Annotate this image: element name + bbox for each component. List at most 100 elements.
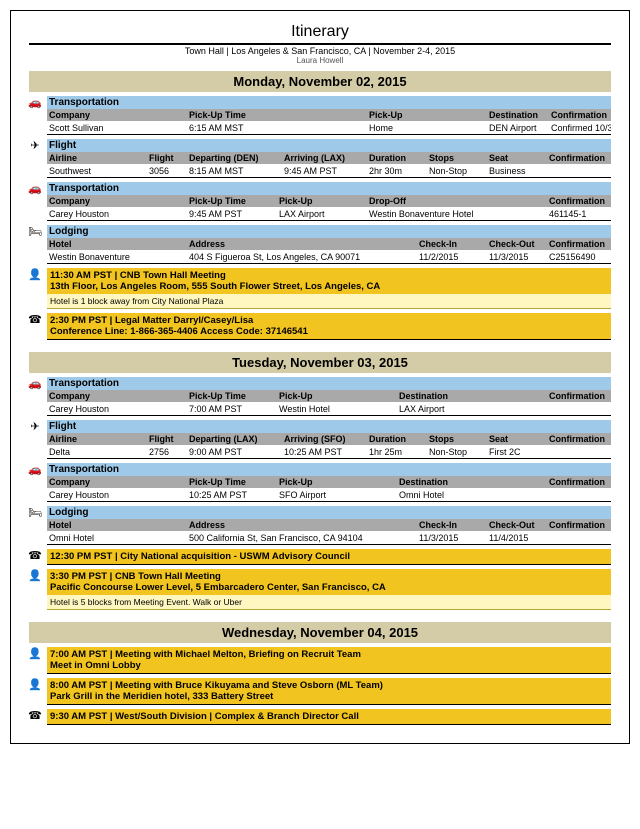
col-pickup-time: Pick-Up Time xyxy=(187,109,367,121)
phone-icon: ☎ xyxy=(27,549,43,563)
col: Destination xyxy=(397,476,547,488)
col: Confirmation xyxy=(547,195,611,207)
col: Duration xyxy=(367,152,427,164)
col: Confirmation xyxy=(547,433,611,445)
person-icon: 👤 xyxy=(27,569,43,583)
col-destination: Destination xyxy=(487,109,549,121)
car-icon: 🚗 xyxy=(27,182,43,196)
cell: 11/4/2015 xyxy=(487,532,547,544)
cell xyxy=(547,489,611,501)
col: Confirmation xyxy=(547,390,611,402)
col: Hotel xyxy=(47,238,187,250)
table-header: Airline Flight Departing (DEN) Arriving … xyxy=(47,152,611,164)
category-bar: Flight xyxy=(47,139,611,152)
bed-icon: 🛏 xyxy=(27,225,43,239)
category-bar: Transportation xyxy=(47,182,611,195)
cell: 10:25 AM PST xyxy=(282,446,367,458)
category-bar: Flight xyxy=(47,420,611,433)
cell: 404 S Figueroa St, Los Angeles, CA 90071 xyxy=(187,251,417,263)
event-gold: 11:30 AM PST | CNB Town Hall Meeting 13t… xyxy=(47,268,611,294)
title-rule xyxy=(29,43,611,45)
table-header: Company Pick-Up Time Pick-Up Drop-Off Co… xyxy=(47,195,611,207)
event-note: Hotel is 5 blocks from Meeting Event. Wa… xyxy=(47,595,611,610)
event-line1: 7:00 AM PST | Meeting with Michael Melto… xyxy=(50,649,608,660)
cell xyxy=(547,532,611,544)
person-icon: 👤 xyxy=(27,268,43,282)
car-icon: 🚗 xyxy=(27,377,43,391)
cell xyxy=(547,165,611,177)
col: Check-In xyxy=(417,519,487,531)
event-line1: 11:30 AM PST | CNB Town Hall Meeting xyxy=(50,270,608,281)
cell: 11/2/2015 xyxy=(417,251,487,263)
col: Airline xyxy=(47,433,147,445)
cell: Carey Houston xyxy=(47,208,187,220)
category-bar: Lodging xyxy=(47,506,611,519)
col: Confirmation xyxy=(547,476,611,488)
day-header: Monday, November 02, 2015 xyxy=(29,71,611,92)
cell: First 2C xyxy=(487,446,547,458)
category-bar: Transportation xyxy=(47,96,611,109)
cell: LAX Airport xyxy=(277,208,367,220)
event-gold: 7:00 AM PST | Meeting with Michael Melto… xyxy=(47,647,611,674)
flight-section: ✈ Flight Airline Flight Departing (DEN) … xyxy=(29,139,611,178)
col: Company xyxy=(47,476,187,488)
col: Pick-Up xyxy=(277,390,397,402)
col: Confirmation xyxy=(547,152,611,164)
cell: 9:45 AM PST xyxy=(187,208,277,220)
cell: Westin Bonaventure Hotel xyxy=(367,208,547,220)
table-row: Carey Houston 7:00 AM PST Westin Hotel L… xyxy=(47,402,611,416)
col: Confirmation xyxy=(547,238,611,250)
cell: Omni Hotel xyxy=(47,532,187,544)
person-icon: 👤 xyxy=(27,647,43,661)
transportation-section: 🚗 Transportation Company Pick-Up Time Pi… xyxy=(29,377,611,416)
cell: Home xyxy=(367,122,487,134)
event-gold: 8:00 AM PST | Meeting with Bruce Kikuyam… xyxy=(47,678,611,705)
table-row: Omni Hotel 500 California St, San Franci… xyxy=(47,531,611,545)
event-line1: 3:30 PM PST | CNB Town Hall Meeting xyxy=(50,571,608,582)
col: Confirmation xyxy=(547,519,611,531)
cell: 11/3/2015 xyxy=(417,532,487,544)
bed-icon: 🛏 xyxy=(27,506,43,520)
cell: SFO Airport xyxy=(277,489,397,501)
cell: 8:15 AM MST xyxy=(187,165,282,177)
cell: DEN Airport xyxy=(487,122,549,134)
col: Address xyxy=(187,519,417,531)
cell: Westin Bonaventure xyxy=(47,251,187,263)
table-header: Hotel Address Check-In Check-Out Confirm… xyxy=(47,519,611,531)
day-header: Tuesday, November 03, 2015 xyxy=(29,352,611,373)
table-header: Hotel Address Check-In Check-Out Confirm… xyxy=(47,238,611,250)
cell: 500 California St, San Francisco, CA 941… xyxy=(187,532,417,544)
table-row: Southwest 3056 8:15 AM MST 9:45 AM PST 2… xyxy=(47,164,611,178)
event-line2: Pacific Concourse Lower Level, 5 Embarca… xyxy=(50,582,608,593)
col: Company xyxy=(47,390,187,402)
col: Departing (LAX) xyxy=(187,433,282,445)
lodging-section: 🛏 Lodging Hotel Address Check-In Check-O… xyxy=(29,225,611,264)
col: Airline xyxy=(47,152,147,164)
cell: Confirmed 10/30/15 xyxy=(549,122,611,134)
person-name: Laura Howell xyxy=(29,56,611,65)
table-header: Company Pick-Up Time Pick-Up Destination… xyxy=(47,109,611,121)
category-bar: Lodging xyxy=(47,225,611,238)
category-bar: Transportation xyxy=(47,463,611,476)
col-confirmation: Confirmation xyxy=(549,109,611,121)
col-company: Company xyxy=(47,109,187,121)
cell: 1hr 25m xyxy=(367,446,427,458)
event-section: ☎ 2:30 PM PST | Legal Matter Darryl/Case… xyxy=(29,313,611,340)
event-gold: 2:30 PM PST | Legal Matter Darryl/Casey/… xyxy=(47,313,611,340)
cell xyxy=(547,446,611,458)
table-row: Carey Houston 9:45 AM PST LAX Airport We… xyxy=(47,207,611,221)
event-line2: Conference Line: 1-866-365-4406 Access C… xyxy=(50,326,608,337)
cell: Delta xyxy=(47,446,147,458)
flight-section: ✈ Flight Airline Flight Departing (LAX) … xyxy=(29,420,611,459)
event-note: Hotel is 1 block away from City National… xyxy=(47,294,611,309)
transportation-section: 🚗 Transportation Company Pick-Up Time Pi… xyxy=(29,96,611,135)
table-row: Carey Houston 10:25 AM PST SFO Airport O… xyxy=(47,488,611,502)
phone-icon: ☎ xyxy=(27,709,43,723)
col: Flight xyxy=(147,433,187,445)
table-header: Company Pick-Up Time Pick-Up Destination… xyxy=(47,390,611,402)
event-line1: 9:30 AM PST | West/South Division | Comp… xyxy=(50,711,608,722)
cell: Southwest xyxy=(47,165,147,177)
col: Pick-Up Time xyxy=(187,390,277,402)
event-line2: 13th Floor, Los Angeles Room, 555 South … xyxy=(50,281,608,292)
table-header: Company Pick-Up Time Pick-Up Destination… xyxy=(47,476,611,488)
